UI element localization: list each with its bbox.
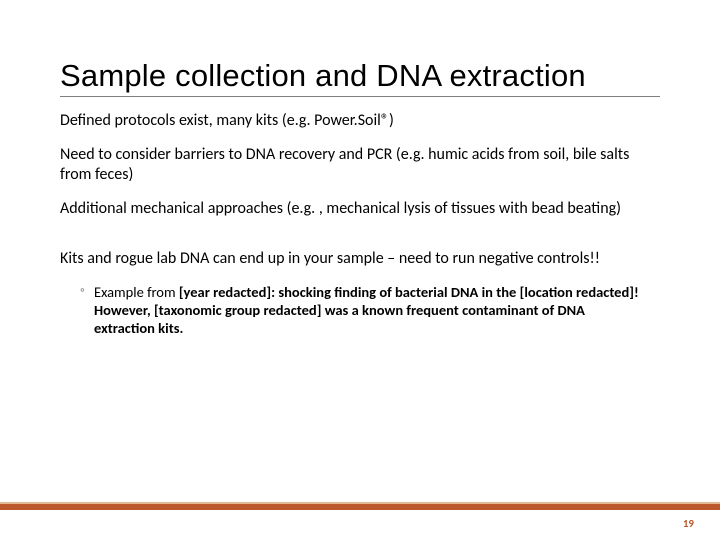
slide: Sample collection and DNA extraction Def…: [0, 0, 720, 540]
page-number: 19: [683, 517, 694, 530]
body-paragraph: Kits and rogue lab DNA can end up in you…: [60, 249, 660, 269]
sub-bullet: ◦ Example from [year redacted]: shocking…: [60, 283, 640, 337]
bullet-mark-icon: ◦: [80, 283, 85, 299]
footer-accent-bar: [0, 502, 720, 510]
sub-text: : shocking finding of bacterial DNA in t…: [271, 283, 520, 301]
redacted-year: [year redacted]: [179, 283, 271, 301]
redacted-location: [location redacted]: [520, 283, 634, 301]
slide-title: Sample collection and DNA extraction: [60, 58, 660, 97]
body-paragraph: Additional mechanical approaches (e.g. ,…: [60, 199, 660, 219]
body-paragraph: Need to consider barriers to DNA recover…: [60, 145, 660, 185]
sub-text: Example from: [94, 283, 179, 301]
sub-bullet-text: Example from [year redacted]: shocking f…: [94, 283, 639, 337]
body-paragraph: Defined protocols exist, many kits (e.g.…: [60, 111, 660, 131]
redacted-taxon: [taxonomic group redacted]: [154, 301, 321, 319]
